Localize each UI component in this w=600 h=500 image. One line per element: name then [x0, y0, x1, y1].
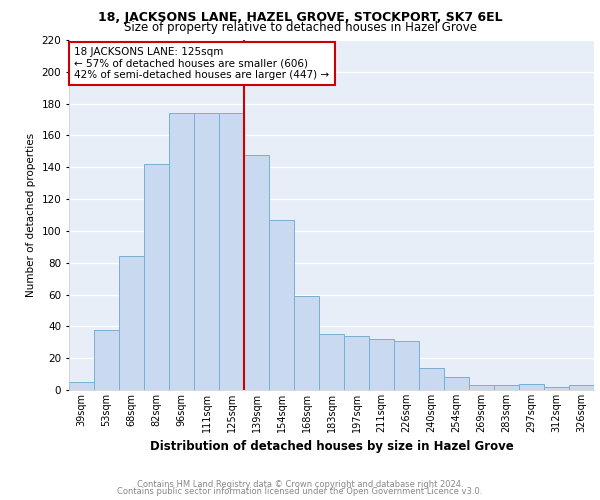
- Bar: [319, 334, 344, 390]
- Bar: [244, 154, 269, 390]
- Bar: [169, 113, 194, 390]
- Text: Contains HM Land Registry data © Crown copyright and database right 2024.: Contains HM Land Registry data © Crown c…: [137, 480, 463, 489]
- Bar: [94, 330, 119, 390]
- Bar: [544, 387, 569, 390]
- Bar: [444, 378, 469, 390]
- Y-axis label: Number of detached properties: Number of detached properties: [26, 133, 36, 297]
- X-axis label: Distribution of detached houses by size in Hazel Grove: Distribution of detached houses by size …: [149, 440, 514, 454]
- Bar: [369, 339, 394, 390]
- Bar: [519, 384, 544, 390]
- Text: 18 JACKSONS LANE: 125sqm
← 57% of detached houses are smaller (606)
42% of semi-: 18 JACKSONS LANE: 125sqm ← 57% of detach…: [74, 47, 329, 80]
- Bar: [469, 385, 494, 390]
- Bar: [344, 336, 369, 390]
- Text: 18, JACKSONS LANE, HAZEL GROVE, STOCKPORT, SK7 6EL: 18, JACKSONS LANE, HAZEL GROVE, STOCKPOR…: [98, 11, 502, 24]
- Bar: [144, 164, 169, 390]
- Bar: [294, 296, 319, 390]
- Bar: [219, 113, 244, 390]
- Bar: [194, 113, 219, 390]
- Bar: [394, 340, 419, 390]
- Bar: [269, 220, 294, 390]
- Bar: [569, 385, 594, 390]
- Text: Contains public sector information licensed under the Open Government Licence v3: Contains public sector information licen…: [118, 487, 482, 496]
- Text: Size of property relative to detached houses in Hazel Grove: Size of property relative to detached ho…: [124, 21, 476, 34]
- Bar: [119, 256, 144, 390]
- Bar: [494, 385, 519, 390]
- Bar: [69, 382, 94, 390]
- Bar: [419, 368, 444, 390]
